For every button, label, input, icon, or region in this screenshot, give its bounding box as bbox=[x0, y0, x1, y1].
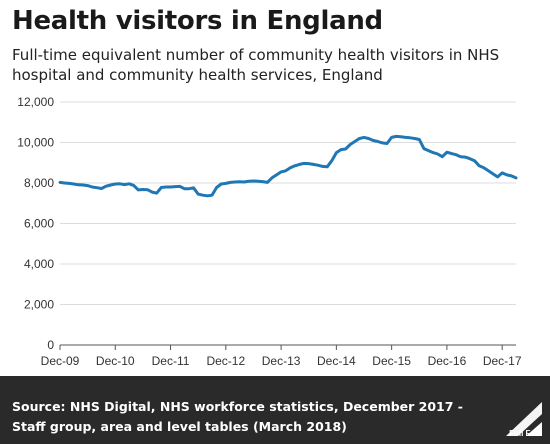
y-tick-label: 12,000 bbox=[17, 95, 54, 109]
y-tick-label: 0 bbox=[47, 338, 54, 352]
y-tick-label: 8,000 bbox=[24, 176, 54, 190]
y-tick-label: 10,000 bbox=[17, 136, 54, 150]
brand-label: Full Fact bbox=[509, 429, 542, 438]
x-tick-label: Dec-15 bbox=[372, 354, 411, 368]
chart-title: Health visitors in England bbox=[12, 6, 383, 36]
chart-subtitle: Full-time equivalent number of community… bbox=[12, 46, 500, 84]
full-fact-logo-icon bbox=[506, 402, 542, 436]
series-line bbox=[58, 134, 518, 198]
source-label: Source: bbox=[12, 399, 66, 414]
x-tick-label: Dec-10 bbox=[96, 354, 135, 368]
source-text: NHS Digital, NHS workforce statistics, D… bbox=[12, 399, 463, 434]
y-tick-label: 2,000 bbox=[24, 298, 54, 312]
y-tick-label: 6,000 bbox=[24, 217, 54, 231]
x-tick-label: Dec-12 bbox=[206, 354, 245, 368]
x-tick-label: Dec-14 bbox=[317, 354, 356, 368]
footer-bar: Source: NHS Digital, NHS workforce stati… bbox=[0, 376, 550, 444]
x-tick-label: Dec-13 bbox=[262, 354, 301, 368]
y-tick-label: 4,000 bbox=[24, 257, 54, 271]
x-tick-label: Dec-11 bbox=[152, 354, 190, 368]
line-chart: 0 2,000 4,000 6,000 8,000 10,000 12,000 Dec-09 D… bbox=[17, 95, 522, 368]
x-tick-label: Dec-17 bbox=[483, 354, 522, 368]
source-note: Source: NHS Digital, NHS workforce stati… bbox=[12, 397, 482, 437]
x-tick-label: Dec-09 bbox=[41, 354, 80, 368]
x-tick-label: Dec-16 bbox=[428, 354, 467, 368]
